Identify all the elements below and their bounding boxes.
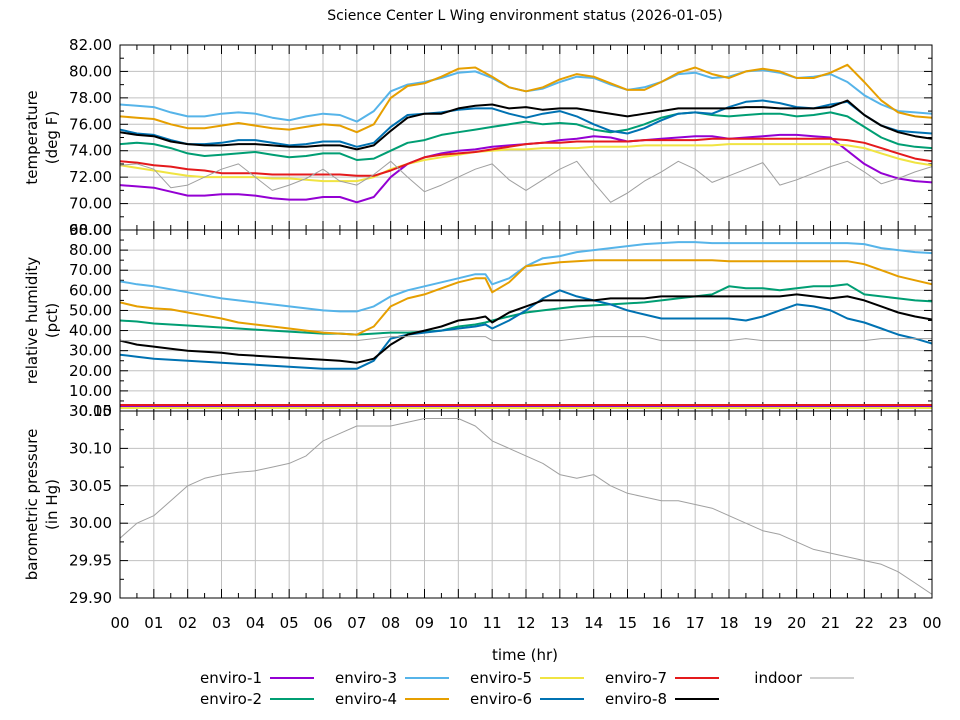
y-tick-label: 50.00 bbox=[69, 301, 112, 319]
plot-frame bbox=[119, 410, 933, 599]
legend-label: enviro-2 bbox=[200, 690, 262, 708]
x-tick-label: 11 bbox=[483, 614, 502, 632]
y-axis-label: relative humidity bbox=[23, 257, 41, 385]
panel-relative-humidity: 90.00 80.00 70.00 60.00 50.00 40.00 30.00 20.00… bbox=[23, 221, 933, 420]
series-line-enviro-2 bbox=[120, 111, 932, 161]
x-tick-label: 04 bbox=[246, 614, 265, 632]
x-tick-label: 10 bbox=[449, 614, 468, 632]
y-tick-label: 30.10 bbox=[69, 439, 112, 457]
y-axis-label: (deg F) bbox=[43, 111, 61, 164]
legend-item-enviro-5: enviro-5 bbox=[470, 669, 584, 687]
series-line-enviro-7 bbox=[120, 137, 932, 177]
legend-item-enviro-4: enviro-4 bbox=[335, 690, 449, 708]
legend-label: enviro-6 bbox=[470, 690, 532, 708]
x-tick-label: 02 bbox=[178, 614, 197, 632]
panel-barometric-pressure: 30.15 30.10 30.05 30.00 29.95 29.90 barometric… bbox=[23, 402, 933, 607]
x-tick-label: 00 bbox=[922, 614, 941, 632]
legend-item-enviro-7: enviro-7 bbox=[605, 669, 719, 687]
legend-label: enviro-1 bbox=[200, 669, 262, 687]
x-tick-label: 03 bbox=[212, 614, 231, 632]
x-tick-label: 19 bbox=[753, 614, 772, 632]
panel-temperature: 82.00 80.00 78.00 76.00 74.00 72.00 70.00 68.00… bbox=[23, 36, 933, 239]
series-line-enviro-6 bbox=[120, 289, 932, 370]
y-tick-label: 78.00 bbox=[69, 89, 112, 107]
y-tick-label: 30.00 bbox=[69, 514, 112, 532]
x-tick-label: 17 bbox=[686, 614, 705, 632]
series-line-enviro-4 bbox=[120, 63, 932, 134]
y-tick-label: 70.00 bbox=[69, 195, 112, 213]
y-tick-label: 70.00 bbox=[69, 261, 112, 279]
x-tick-label: 15 bbox=[618, 614, 637, 632]
y-tick-label: 90.00 bbox=[69, 221, 112, 239]
legend-label: enviro-7 bbox=[605, 669, 667, 687]
x-tick-label: 00 bbox=[110, 614, 129, 632]
y-axis-label: temperature bbox=[23, 90, 41, 184]
legend-item-indoor: indoor bbox=[754, 669, 854, 687]
series-line-indoor bbox=[120, 418, 932, 595]
x-axis-label: time (hr) bbox=[492, 646, 558, 664]
legend-label: enviro-4 bbox=[335, 690, 397, 708]
y-axis-label: (pct) bbox=[43, 303, 61, 338]
y-tick-label: 80.00 bbox=[69, 241, 112, 259]
y-tick-label: 72.00 bbox=[69, 168, 112, 186]
x-tick-label: 07 bbox=[347, 614, 366, 632]
x-tick-label: 12 bbox=[516, 614, 535, 632]
x-tick-label: 05 bbox=[280, 614, 299, 632]
legend-item-enviro-6: enviro-6 bbox=[470, 690, 584, 708]
legend-item-enviro-1: enviro-1 bbox=[200, 669, 314, 687]
series-line-indoor bbox=[120, 160, 932, 203]
series-line-indoor bbox=[120, 336, 932, 342]
y-tick-label: 30.05 bbox=[69, 477, 112, 495]
legend-label: enviro-5 bbox=[470, 669, 532, 687]
x-tick-label: 08 bbox=[381, 614, 400, 632]
series-line-enviro-8 bbox=[120, 293, 932, 364]
series-line-enviro-8 bbox=[120, 99, 932, 151]
y-tick-label: 20.00 bbox=[69, 362, 112, 380]
x-tick-label: 16 bbox=[652, 614, 671, 632]
y-tick-label: 76.00 bbox=[69, 115, 112, 133]
y-tick-label: 10.00 bbox=[69, 382, 112, 400]
x-tick-label: 20 bbox=[787, 614, 806, 632]
legend: enviro-1 enviro-2 enviro-3 enviro-4 enviro-5… bbox=[200, 669, 854, 708]
x-tick-label: 23 bbox=[889, 614, 908, 632]
x-tick-label: 09 bbox=[415, 614, 434, 632]
series-line-enviro-3 bbox=[120, 241, 932, 313]
y-tick-label: 0.00 bbox=[79, 402, 112, 420]
y-tick-label: 60.00 bbox=[69, 281, 112, 299]
legend-item-enviro-8: enviro-8 bbox=[605, 690, 719, 708]
legend-label: indoor bbox=[754, 669, 803, 687]
y-tick-label: 82.00 bbox=[69, 36, 112, 54]
y-tick-label: 40.00 bbox=[69, 322, 112, 340]
y-tick-label: 29.90 bbox=[69, 589, 112, 607]
y-tick-label: 74.00 bbox=[69, 142, 112, 160]
legend-item-enviro-2: enviro-2 bbox=[200, 690, 314, 708]
y-tick-label: 30.00 bbox=[69, 342, 112, 360]
legend-label: enviro-8 bbox=[605, 690, 667, 708]
legend-item-enviro-3: enviro-3 bbox=[335, 669, 449, 687]
series-line-enviro-4 bbox=[120, 259, 932, 336]
x-tick-label: 22 bbox=[855, 614, 874, 632]
y-tick-label: 68.00 bbox=[69, 221, 112, 239]
x-tick-label: 13 bbox=[550, 614, 569, 632]
x-tick-label: 14 bbox=[584, 614, 603, 632]
y-axis-label: barometric pressure bbox=[23, 429, 41, 581]
x-tick-label: 18 bbox=[719, 614, 738, 632]
y-tick-label: 30.15 bbox=[69, 402, 112, 420]
y-tick-label: 29.95 bbox=[69, 552, 112, 570]
x-tick-label: 21 bbox=[821, 614, 840, 632]
series-line-enviro-6 bbox=[120, 99, 932, 148]
legend-label: enviro-3 bbox=[335, 669, 397, 687]
x-tick-label: 01 bbox=[144, 614, 163, 632]
y-axis-label: (in Hg) bbox=[43, 479, 61, 530]
x-tick-label: 06 bbox=[313, 614, 332, 632]
chart-title: Science Center L Wing environment status… bbox=[327, 8, 723, 24]
y-tick-label: 80.00 bbox=[69, 62, 112, 80]
